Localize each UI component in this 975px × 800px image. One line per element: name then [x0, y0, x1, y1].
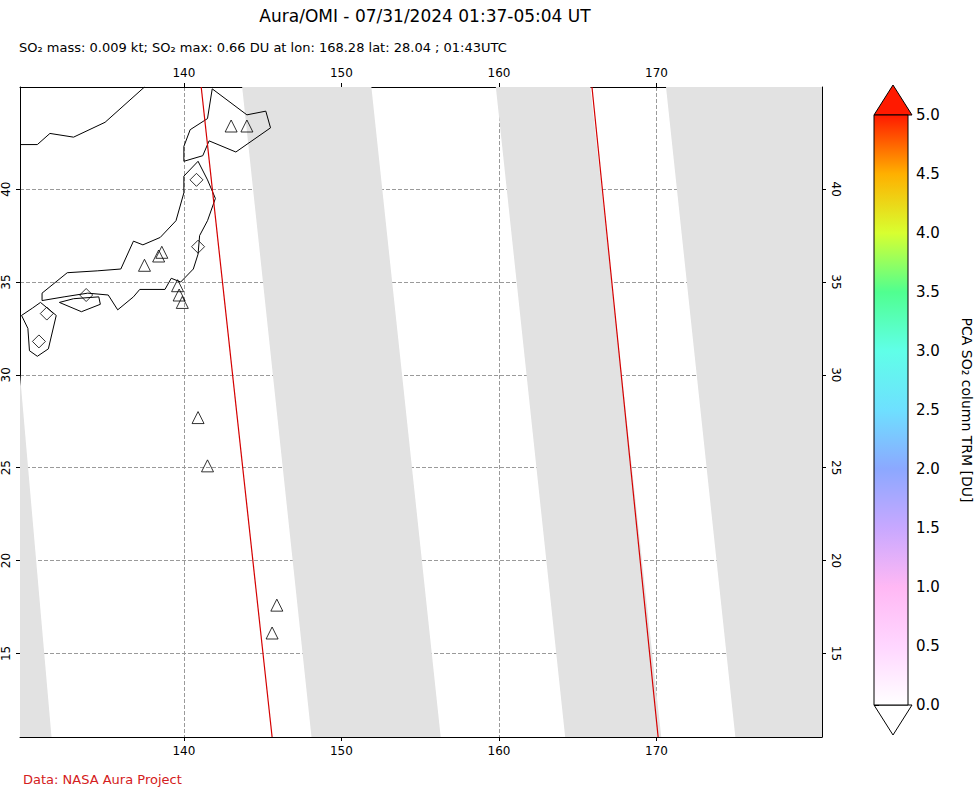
- svg-text:Data: NASA Aura Project: Data: NASA Aura Project: [23, 772, 182, 787]
- svg-text:160: 160: [488, 744, 511, 758]
- svg-text:25: 25: [0, 460, 13, 475]
- svg-text:170: 170: [645, 66, 668, 80]
- svg-text:SO₂ mass: 0.009 kt; SO₂ max: 0: SO₂ mass: 0.009 kt; SO₂ max: 0.66 DU at …: [19, 40, 507, 55]
- svg-text:Aura/OMI - 07/31/2024 01:37-05: Aura/OMI - 07/31/2024 01:37-05:04 UT: [259, 6, 591, 26]
- svg-text:160: 160: [488, 66, 511, 80]
- svg-text:2.0: 2.0: [916, 460, 940, 478]
- svg-text:150: 150: [330, 744, 353, 758]
- svg-text:15: 15: [0, 646, 13, 661]
- svg-text:35: 35: [0, 274, 13, 289]
- svg-text:3.5: 3.5: [916, 283, 940, 301]
- svg-text:35: 35: [829, 274, 843, 289]
- svg-text:PCA SO₂ column TRM [DU]: PCA SO₂ column TRM [DU]: [959, 318, 975, 503]
- svg-text:0.5: 0.5: [916, 637, 940, 655]
- svg-text:0.0: 0.0: [916, 696, 940, 714]
- svg-text:30: 30: [829, 367, 843, 382]
- svg-text:30: 30: [0, 367, 13, 382]
- svg-text:1.0: 1.0: [916, 578, 940, 596]
- svg-text:4.0: 4.0: [916, 224, 940, 242]
- svg-text:3.0: 3.0: [916, 342, 940, 360]
- svg-text:40: 40: [0, 182, 13, 197]
- svg-text:4.5: 4.5: [916, 165, 940, 183]
- svg-text:5.0: 5.0: [916, 106, 940, 124]
- svg-text:25: 25: [829, 460, 843, 475]
- svg-text:2.5: 2.5: [916, 401, 940, 419]
- svg-text:140: 140: [172, 66, 195, 80]
- svg-text:1.5: 1.5: [916, 519, 940, 537]
- svg-text:15: 15: [829, 646, 843, 661]
- svg-text:40: 40: [829, 182, 843, 197]
- svg-text:20: 20: [829, 553, 843, 568]
- svg-text:140: 140: [172, 744, 195, 758]
- svg-text:150: 150: [330, 66, 353, 80]
- svg-text:170: 170: [645, 744, 668, 758]
- svg-text:20: 20: [0, 553, 13, 568]
